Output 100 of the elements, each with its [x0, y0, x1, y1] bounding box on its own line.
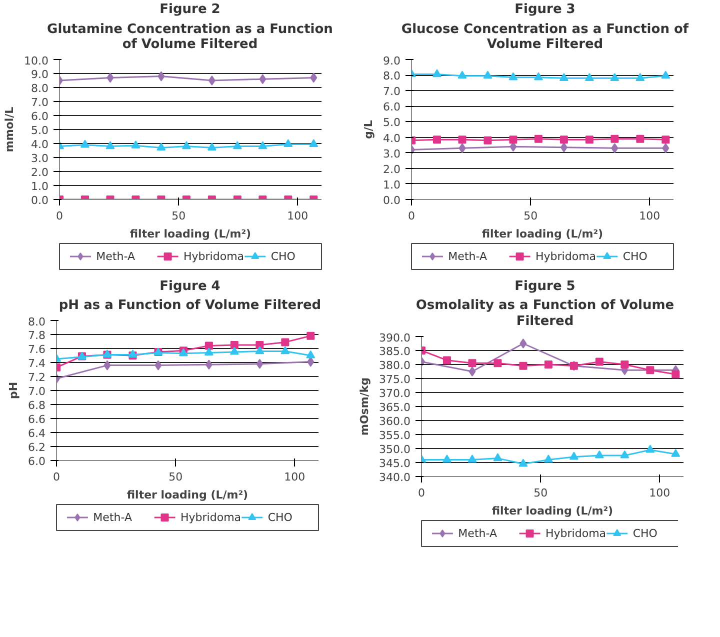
y-tick-label: 6.6: [28, 412, 46, 426]
point: [205, 360, 212, 370]
point: [661, 70, 670, 78]
y-tick-label: 380.0: [379, 358, 411, 372]
point: [484, 136, 492, 144]
x-axis-title: filter loading (L/m²): [130, 227, 252, 240]
point: [258, 140, 268, 149]
legend-label: Hybridoma: [180, 510, 242, 524]
point: [310, 72, 318, 82]
y-axis-title: mOsm/kg: [358, 377, 372, 436]
y-tick-label: 8.0: [383, 69, 401, 82]
point: [232, 140, 242, 149]
y-axis-title: g/L: [362, 120, 376, 139]
y-tick-label: 5.0: [31, 124, 49, 137]
x-axis-title: filter loading (L/m²): [492, 504, 614, 518]
point: [468, 358, 476, 367]
point: [204, 342, 213, 350]
point: [442, 356, 451, 364]
y-tick-label: 355.0: [379, 428, 411, 442]
point: [493, 452, 502, 461]
point: [255, 346, 264, 354]
y-axis-title: mmol/L: [3, 106, 16, 152]
y-tick-label: 7.6: [28, 342, 46, 356]
point: [306, 332, 315, 340]
y-tick-label: 8.0: [28, 315, 46, 328]
legend-label: CHO: [622, 250, 648, 263]
point: [519, 361, 528, 370]
y-tick-label: 350.0: [379, 442, 411, 456]
y-tick-label: 8.0: [31, 82, 49, 95]
point: [458, 70, 467, 78]
point: [432, 68, 442, 77]
x-tick-label: 0: [56, 209, 63, 222]
chart-subtitle: Glutamine Concentration as a Function of Volume Filtered: [46, 22, 334, 53]
y-tick-label: 5.0: [383, 116, 401, 130]
point: [636, 134, 644, 143]
point: [156, 142, 166, 150]
x-axis-title: filter loading (L/m²): [482, 227, 604, 240]
y-tick-label: 340.0: [379, 470, 411, 484]
point: [306, 350, 316, 358]
y-tick-label: 6.8: [28, 398, 46, 412]
chart-title: Figure 3: [514, 2, 576, 18]
legend-label: CHO: [268, 510, 293, 524]
legend-label: Hybridoma: [536, 250, 596, 263]
point: [569, 451, 578, 460]
point: [509, 135, 518, 144]
x-tick-label: 0: [408, 209, 415, 222]
point: [256, 340, 264, 349]
point: [662, 142, 670, 153]
x-tick-label: 100: [639, 209, 660, 222]
point: [458, 142, 466, 153]
point: [104, 360, 111, 370]
y-tick-label: 7.0: [31, 96, 49, 109]
point: [131, 140, 140, 148]
point: [595, 357, 604, 366]
point: [208, 75, 216, 86]
legend-label: CHO: [270, 250, 296, 263]
point: [204, 348, 214, 356]
point: [560, 135, 568, 144]
y-tick-label: 1.0: [31, 180, 49, 193]
point: [620, 450, 630, 458]
point: [284, 138, 293, 147]
y-tick-label: 6.4: [28, 426, 46, 440]
point: [432, 135, 441, 144]
x-axis-title: filter loading (L/m²): [126, 488, 248, 502]
y-tick-label: 6.0: [28, 454, 46, 468]
y-tick-label: 9.0: [31, 68, 49, 81]
point: [483, 70, 492, 78]
y-tick-label: 365.0: [379, 400, 411, 414]
point: [544, 454, 553, 462]
y-tick-label: 6.0: [383, 100, 401, 114]
y-tick-label: 6.2: [28, 440, 46, 454]
point: [468, 366, 476, 376]
point: [610, 72, 620, 81]
x-tick-label: 50: [172, 209, 186, 222]
point: [154, 360, 162, 370]
chart-subtitle: pH as a Function of Volume Filtered: [58, 298, 322, 314]
point: [106, 72, 114, 82]
point: [468, 454, 477, 462]
point: [544, 360, 552, 368]
legend-label: Meth-A: [448, 250, 488, 263]
x-tick-label: 0: [53, 470, 60, 484]
point: [585, 135, 594, 144]
point: [230, 340, 238, 349]
chart-title: Figure 5: [514, 278, 576, 294]
legend-label: CHO: [632, 526, 658, 540]
point: [559, 72, 568, 81]
point: [259, 74, 266, 84]
point: [80, 140, 90, 148]
y-axis-title: pH: [7, 382, 20, 400]
point: [307, 356, 314, 367]
y-tick-label: 385.0: [379, 344, 411, 358]
point: [534, 72, 543, 80]
y-tick-label: 390.0: [379, 331, 411, 344]
point: [646, 444, 655, 452]
point: [594, 450, 604, 458]
x-tick-label: 50: [168, 470, 183, 484]
y-tick-label: 4.0: [31, 138, 49, 151]
y-tick-label: 3.0: [31, 152, 49, 165]
legend-label: Meth-A: [458, 526, 498, 540]
y-tick-label: 7.4: [28, 356, 46, 370]
